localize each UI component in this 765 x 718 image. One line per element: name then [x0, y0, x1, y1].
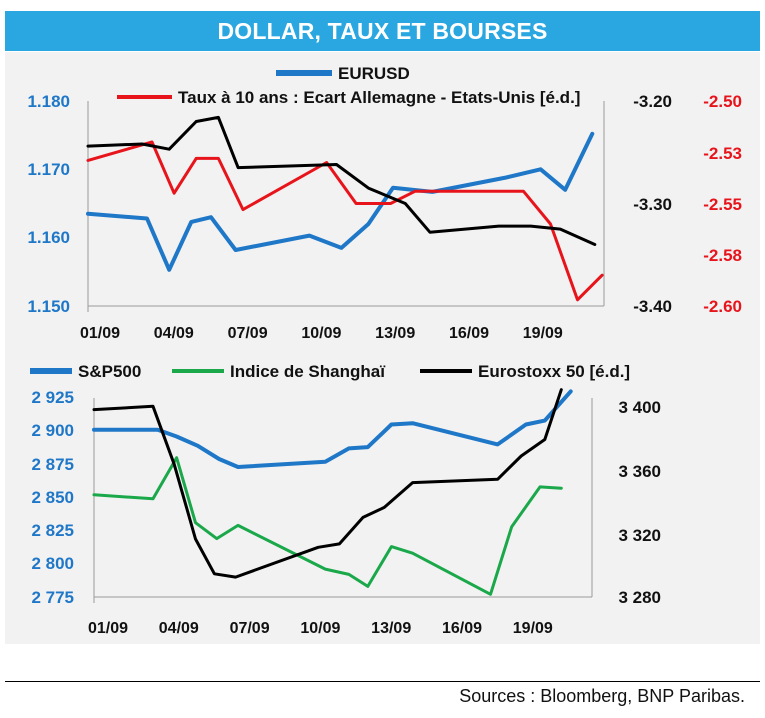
top-mid-tick-label: -3.30	[633, 195, 672, 214]
top-right-tick-label: -2.55	[703, 195, 742, 214]
top-x-tick-label: 13/09	[375, 325, 415, 342]
sources-note: Sources : Bloomberg, BNP Paribas.	[459, 686, 745, 706]
top-right-tick-label: -2.58	[703, 246, 742, 265]
bottom-left-tick-label: 2 800	[31, 554, 74, 573]
legend-label-taux: Taux à 10 ans : Ecart Allemagne - Etats-…	[178, 88, 580, 107]
legend-label-sp500: S&P500	[78, 362, 141, 381]
top-left-tick-label: 1.180	[27, 92, 70, 111]
bottom-x-tick-label: 13/09	[371, 620, 411, 637]
top-mid-tick-label: -3.40	[633, 297, 672, 316]
bottom-left-tick-label: 2 850	[31, 488, 74, 507]
legend-label-shanghai: Indice de Shanghaï	[230, 362, 386, 381]
top-left-tick-label: 1.160	[27, 228, 70, 247]
bottom-right-tick-label: 3 360	[618, 462, 661, 481]
top-series-line-1	[86, 140, 604, 302]
top-x-tick-label: 07/09	[228, 325, 268, 342]
top-x-tick-label: 16/09	[449, 325, 489, 342]
top-x-tick-label: 19/09	[523, 325, 563, 342]
top-series-line-2	[86, 115, 597, 246]
top-series-line-0	[86, 131, 595, 272]
bottom-series-line-0	[92, 389, 573, 469]
bottom-left-tick-label: 2 925	[31, 388, 74, 407]
bottom-left-tick-label: 2 900	[31, 421, 74, 440]
bottom-x-tick-label: 04/09	[159, 620, 199, 637]
top-left-tick-label: 1.150	[27, 297, 70, 316]
legend-label-eurostoxx: Eurostoxx 50 [é.d.]	[478, 362, 630, 381]
top-right-tick-label: -2.50	[703, 92, 742, 111]
top-right-tick-label: -2.60	[703, 297, 742, 316]
bottom-right-tick-label: 3 280	[618, 588, 661, 607]
bottom-left-tick-label: 2 875	[31, 455, 74, 474]
top-x-tick-label: 04/09	[154, 325, 194, 342]
bottom-series-line-1	[92, 456, 563, 596]
bottom-x-tick-label: 19/09	[513, 620, 553, 637]
top-right-tick-label: -2.53	[703, 144, 742, 163]
top-x-tick-label: 10/09	[301, 325, 341, 342]
bottom-x-tick-label: 10/09	[300, 620, 340, 637]
bottom-x-tick-label: 07/09	[230, 620, 270, 637]
bottom-x-tick-label: 16/09	[442, 620, 482, 637]
top-mid-tick-label: -3.20	[633, 92, 672, 111]
top-x-tick-label: 01/09	[80, 325, 120, 342]
chart-panel	[5, 52, 760, 644]
bottom-right-tick-label: 3 320	[618, 526, 661, 545]
bottom-left-tick-label: 2 825	[31, 521, 74, 540]
bottom-series-line-2	[92, 388, 563, 579]
legend-label-eurusd: EURUSD	[338, 64, 410, 83]
top-left-tick-label: 1.170	[27, 160, 70, 179]
bottom-x-tick-label: 01/09	[88, 620, 128, 637]
chart-banner-title: DOLLAR, TAUX ET BOURSES	[5, 11, 760, 51]
footer-divider	[5, 681, 760, 682]
bottom-right-tick-label: 3 400	[618, 398, 661, 417]
bottom-left-tick-label: 2 775	[31, 588, 74, 607]
